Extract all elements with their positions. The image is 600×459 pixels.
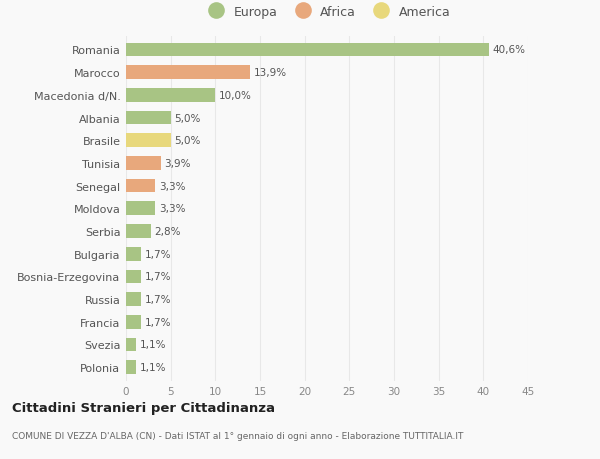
Bar xyxy=(126,66,250,80)
Text: 1,7%: 1,7% xyxy=(145,294,171,304)
Text: 3,3%: 3,3% xyxy=(159,181,185,191)
Text: 1,1%: 1,1% xyxy=(139,340,166,350)
Text: 3,9%: 3,9% xyxy=(164,158,191,168)
Text: 1,7%: 1,7% xyxy=(145,272,171,282)
Text: 2,8%: 2,8% xyxy=(155,226,181,236)
Text: 1,7%: 1,7% xyxy=(145,317,171,327)
Bar xyxy=(126,202,155,216)
Text: COMUNE DI VEZZA D'ALBA (CN) - Dati ISTAT al 1° gennaio di ogni anno - Elaborazio: COMUNE DI VEZZA D'ALBA (CN) - Dati ISTAT… xyxy=(12,431,463,440)
Bar xyxy=(126,179,155,193)
Text: 13,9%: 13,9% xyxy=(254,68,287,78)
Text: 10,0%: 10,0% xyxy=(219,90,252,101)
Text: 5,0%: 5,0% xyxy=(174,136,200,146)
Bar xyxy=(126,338,136,352)
Text: Cittadini Stranieri per Cittadinanza: Cittadini Stranieri per Cittadinanza xyxy=(12,401,275,414)
Text: 5,0%: 5,0% xyxy=(174,113,200,123)
Bar xyxy=(126,225,151,238)
Text: 40,6%: 40,6% xyxy=(492,45,525,55)
Bar xyxy=(126,293,141,306)
Bar xyxy=(126,361,136,374)
Bar xyxy=(126,157,161,170)
Bar xyxy=(126,247,141,261)
Bar xyxy=(126,315,141,329)
Bar xyxy=(126,270,141,284)
Bar xyxy=(126,112,170,125)
Legend: Europa, Africa, America: Europa, Africa, America xyxy=(199,0,455,23)
Text: 3,3%: 3,3% xyxy=(159,204,185,214)
Bar xyxy=(126,134,170,148)
Bar xyxy=(126,44,488,57)
Bar xyxy=(126,89,215,102)
Text: 1,7%: 1,7% xyxy=(145,249,171,259)
Text: 1,1%: 1,1% xyxy=(139,363,166,372)
